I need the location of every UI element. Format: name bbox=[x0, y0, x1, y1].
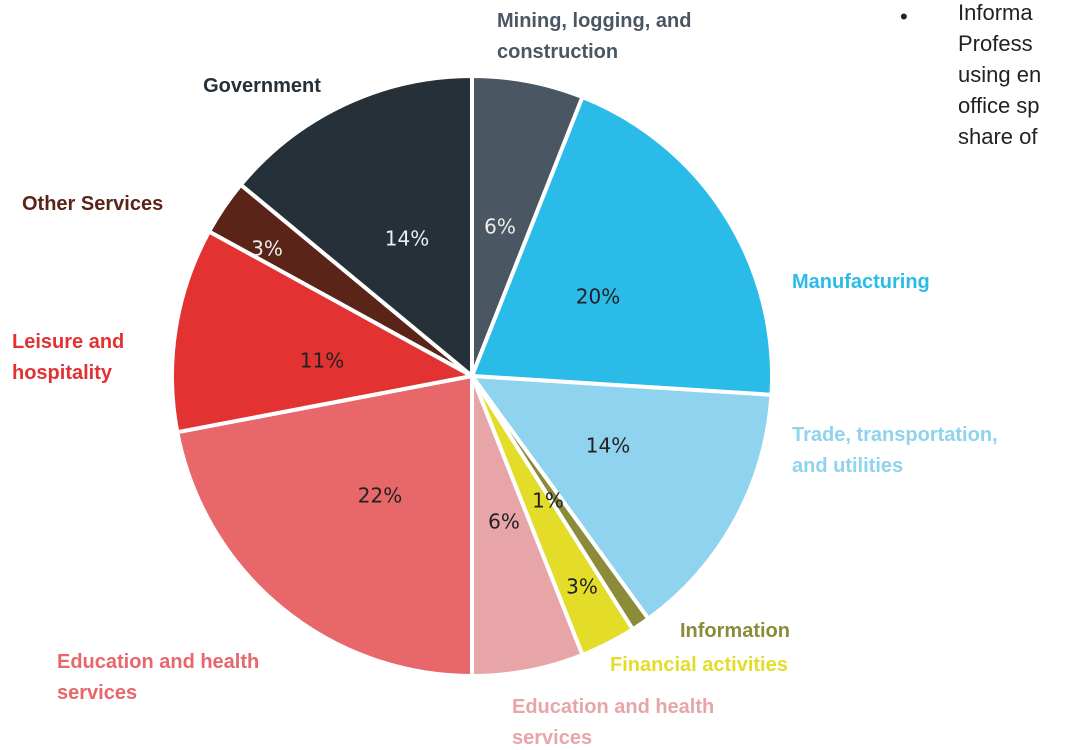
value-label: 1% bbox=[532, 489, 564, 513]
annotation-line: office sp bbox=[958, 93, 1040, 118]
annotation-line: Informa bbox=[958, 0, 1033, 25]
value-label: 3% bbox=[251, 237, 283, 261]
category-label: Education and health services bbox=[512, 696, 714, 749]
pie-slice bbox=[470, 95, 774, 397]
bullet: • bbox=[900, 4, 908, 29]
pie-slice bbox=[470, 374, 774, 621]
category-label: Mining, logging, and construction bbox=[497, 10, 691, 63]
pie-slice bbox=[238, 74, 474, 378]
pie-slice bbox=[175, 374, 474, 678]
value-label: 6% bbox=[484, 215, 516, 239]
category-label: Information bbox=[680, 620, 790, 642]
value-label: 14% bbox=[586, 434, 630, 458]
category-label: Leisure and hospitality bbox=[12, 331, 124, 384]
category-label: Education and health services bbox=[57, 651, 259, 704]
value-label: 14% bbox=[385, 227, 429, 251]
value-label: 11% bbox=[300, 349, 344, 373]
value-label: 20% bbox=[576, 285, 620, 309]
category-label: Trade, transportation, and utilities bbox=[792, 424, 998, 477]
value-label: 22% bbox=[358, 484, 402, 508]
pie-slice bbox=[170, 229, 474, 435]
category-label: Government bbox=[203, 75, 321, 97]
annotation-line: Profess bbox=[958, 31, 1033, 56]
annotation-line: using en bbox=[958, 62, 1041, 87]
value-label: 6% bbox=[488, 510, 520, 534]
annotation-line: share of bbox=[958, 124, 1038, 149]
category-label: Manufacturing bbox=[792, 271, 930, 293]
category-label: Other Services bbox=[22, 193, 163, 215]
value-label: 3% bbox=[566, 575, 598, 599]
category-label: Financial activities bbox=[610, 654, 788, 676]
